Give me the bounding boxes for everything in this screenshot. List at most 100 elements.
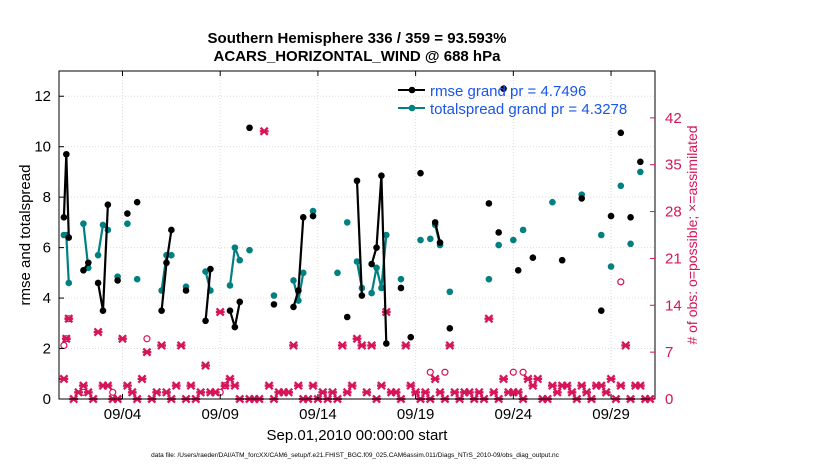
obs-possible-point: [109, 388, 117, 396]
obs-assimilated-point: [450, 387, 460, 397]
rmse-line: [370, 174, 388, 344]
obs-assimilated-point: [621, 341, 631, 350]
y-axis-left-label: rmse and totalspread: [17, 165, 34, 306]
obs-assimilated-point: [616, 381, 626, 391]
rmse-point: [182, 287, 190, 294]
y-axis-right: 0 7 14 21 28 35 42: [650, 110, 682, 408]
y-axis-right-label: # of obs: o=possible; ×=assimilated: [684, 125, 700, 344]
y-right-tick-label: 14: [665, 297, 682, 314]
obs-assimilated-point: [210, 387, 220, 397]
obs-assimilated-point: [464, 387, 474, 397]
x-tick-label: 09/04: [104, 406, 142, 423]
totalspread-point: [246, 246, 253, 254]
rmse-point: [446, 325, 454, 332]
rmse-line: [355, 180, 363, 296]
obs-assimilated-point: [411, 387, 421, 397]
obs-assimilated-point: [74, 387, 83, 397]
rmse-point: [65, 234, 73, 241]
totalspread-point: [270, 292, 278, 299]
totalspread-point: [397, 275, 405, 283]
obs-assimilated-point: [215, 307, 225, 317]
totalspread-point: [426, 235, 434, 243]
totalspread-point: [485, 275, 493, 283]
y-right-tick-label: 0: [665, 391, 673, 408]
obs-possible-point: [441, 368, 449, 376]
obs-assimilated-point: [225, 374, 235, 384]
rmse-point: [236, 298, 244, 306]
obs-assimilated-point: [201, 361, 210, 370]
obs-assimilated-point: [171, 381, 181, 391]
obs-assimilated-point: [103, 381, 113, 391]
y-right-tick-label: 21: [665, 250, 682, 267]
obs-assimilated-point: [59, 374, 69, 384]
footer-data-file: data file: /Users/raeder/DAI/ATM_forcXX/…: [151, 452, 560, 459]
y-left-tick-label: 8: [43, 189, 51, 206]
totalspread-point: [299, 269, 307, 277]
obs-assimilated-point: [567, 387, 577, 397]
obs-assimilated-point: [318, 387, 328, 397]
obs-assimilated-point: [118, 334, 127, 344]
totalspread-point: [202, 268, 209, 275]
x-axis: 09/04 09/09 09/14 09/19 09/24 09/29: [104, 71, 630, 423]
obs-assimilated-point: [474, 387, 484, 397]
obs-possible-point: [509, 368, 517, 376]
rmse-point: [309, 212, 317, 220]
totalspread-point: [309, 207, 317, 215]
rmse-point: [99, 307, 107, 314]
obs-assimilated-point: [230, 381, 240, 391]
totalspread-point: [378, 284, 385, 292]
totalspread-point: [80, 220, 87, 227]
rmse-point: [431, 219, 439, 226]
rmse-point: [637, 158, 644, 166]
totalspread-point: [99, 221, 107, 229]
totalspread-point: [373, 264, 380, 272]
obs-assimilated-point: [122, 381, 132, 391]
obs-assimilated-point: [401, 341, 411, 350]
rmse-point: [495, 229, 502, 236]
totalspread-point: [353, 258, 361, 265]
obs-assimilated-point: [142, 347, 152, 357]
rmse-line: [62, 153, 70, 238]
plot-frame: [58, 70, 656, 400]
obs-assimilated-point: [552, 387, 562, 397]
rmse-point: [397, 284, 405, 292]
y-right-tick-label: 28: [665, 204, 682, 221]
obs-assimilated-point: [547, 381, 557, 391]
rmse-point: [383, 340, 390, 347]
obs-assimilated-point: [391, 387, 401, 397]
obs-assimilated-point: [523, 374, 533, 384]
rmse-point: [114, 277, 121, 284]
totalspread-point: [549, 198, 556, 206]
chart-title-line2: ACARS_HORIZONTAL_WIND @ 688 hPa: [214, 48, 502, 65]
legend-rmse-marker: [408, 86, 416, 94]
obs-assimilated-point: [137, 374, 147, 384]
obs-assimilated-point: [64, 314, 74, 324]
obs-assimilated-point: [489, 387, 499, 397]
x-tick-label: 09/24: [495, 406, 533, 423]
obs-assimilated-point: [220, 381, 230, 391]
obs-assimilated-point: [289, 341, 298, 350]
rmse-point: [158, 307, 165, 314]
obs-assimilated-point: [79, 381, 88, 391]
totalspread-point: [124, 220, 131, 227]
rmse-point: [558, 256, 566, 264]
totalspread-point: [133, 275, 141, 283]
rmse-line: [434, 222, 442, 243]
obs-possible-point: [617, 278, 625, 286]
totalspread-point: [236, 256, 244, 264]
obs-possible-point: [143, 335, 151, 343]
obs-assimilated-point: [367, 341, 377, 350]
totalspread-point: [65, 279, 73, 287]
rmse-point: [407, 333, 415, 341]
rmse-point: [226, 307, 234, 314]
obs-assimilated-point: [93, 327, 103, 337]
rmse-point: [168, 226, 175, 234]
rmse-point: [63, 150, 70, 158]
totalspread-line: [228, 246, 241, 286]
rmse-point: [270, 301, 278, 308]
obs-assimilated-point: [420, 387, 430, 397]
obs-assimilated-point: [528, 381, 538, 391]
totalspread-point: [597, 231, 605, 239]
obs-assimilated-point: [377, 381, 386, 391]
rmse-point: [514, 267, 522, 274]
